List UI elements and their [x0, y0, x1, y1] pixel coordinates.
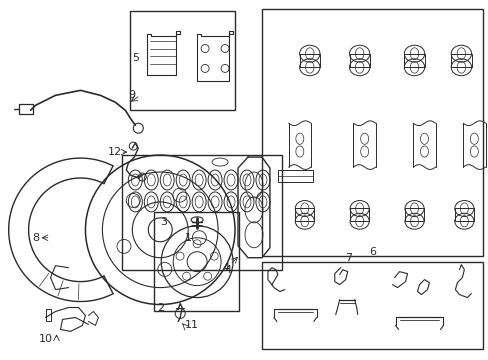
Text: 4: 4	[222, 263, 229, 273]
Bar	[130, 11, 235, 110]
Bar	[277, 170, 312, 182]
Text: 5: 5	[132, 54, 139, 63]
Text: 4: 4	[224, 265, 231, 275]
Bar	[262, 262, 482, 349]
Text: 2: 2	[157, 302, 164, 312]
Text: 12: 12	[107, 147, 121, 157]
Bar	[154, 212, 239, 311]
Text: 11: 11	[185, 320, 199, 330]
Text: 3: 3	[160, 217, 167, 227]
Bar	[122, 155, 281, 270]
Text: 1: 1	[185, 233, 192, 243]
Text: 9: 9	[128, 90, 135, 100]
Bar	[19, 104, 33, 114]
Text: 8: 8	[33, 233, 40, 243]
Text: 7: 7	[344, 253, 351, 263]
Text: 10: 10	[39, 334, 53, 345]
Text: 6: 6	[369, 247, 376, 257]
Bar	[262, 9, 482, 256]
